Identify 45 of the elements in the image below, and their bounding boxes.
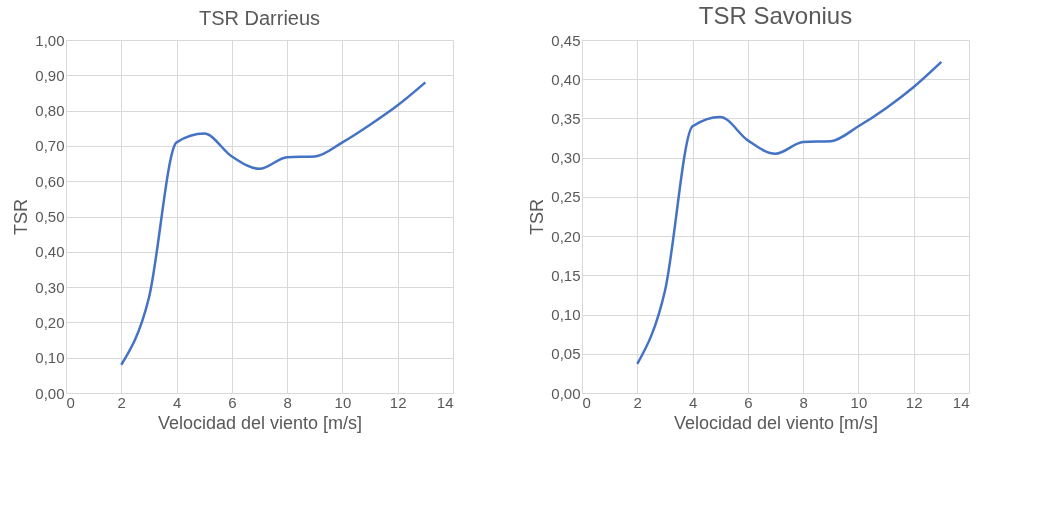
y-tick-label: 0,30 xyxy=(35,278,65,296)
x-tick-label: 2 xyxy=(117,393,126,411)
x-tick-label: 12 xyxy=(905,393,923,411)
x-tick-label: 6 xyxy=(744,393,753,411)
x-tick-label: 4 xyxy=(688,393,698,411)
x-tick-label: 12 xyxy=(389,393,407,411)
y-tick-label: 0,30 xyxy=(551,149,581,167)
x-tick-label: 0 xyxy=(66,393,75,411)
line-series xyxy=(120,81,427,367)
x-axis-title: Velocidad del viento [m/s] xyxy=(673,412,879,433)
y-tick-label: 0,05 xyxy=(551,345,581,363)
chart-title: TSR Savonius xyxy=(698,2,853,29)
y-tick-label: 0,40 xyxy=(35,243,65,261)
x-tick-label: 14 xyxy=(952,393,970,411)
x-tick-label: 14 xyxy=(436,393,454,411)
y-tick-label: 0,20 xyxy=(551,227,581,245)
y-tick-label: 0,60 xyxy=(35,172,65,190)
x-tick-label: 4 xyxy=(172,393,182,411)
y-tick-label: 0,35 xyxy=(551,109,581,127)
chart-title: TSR Darrieus xyxy=(198,7,321,29)
y-tick-label: 1,00 xyxy=(35,31,65,49)
y-axis-title: TSR xyxy=(11,199,32,235)
y-tick-label: 0,80 xyxy=(35,102,65,120)
x-axis-title: Velocidad del viento [m/s] xyxy=(157,412,363,433)
x-tick-label: 0 xyxy=(582,393,591,411)
x-tick-label: 6 xyxy=(228,393,237,411)
x-tick-label: 2 xyxy=(633,393,642,411)
x-tick-label: 10 xyxy=(334,393,352,411)
y-axis-title: TSR xyxy=(527,199,548,235)
x-tick-label: 8 xyxy=(283,393,292,411)
y-tick-label: 0,15 xyxy=(551,266,581,284)
y-tick-label: 0,90 xyxy=(35,66,65,84)
y-tick-label: 0,45 xyxy=(551,31,581,49)
y-tick-label: 0,10 xyxy=(551,306,581,324)
x-tick-label: 10 xyxy=(850,393,868,411)
y-tick-label: 0,00 xyxy=(35,384,65,402)
y-tick-label: 0,10 xyxy=(35,349,65,367)
line-series xyxy=(636,60,943,366)
y-tick-label: 0,70 xyxy=(35,137,65,155)
x-tick-label: 8 xyxy=(799,393,808,411)
y-tick-label: 0,20 xyxy=(35,313,65,331)
y-tick-label: 0,00 xyxy=(551,384,581,402)
y-tick-label: 0,40 xyxy=(551,70,581,88)
y-tick-label: 0,50 xyxy=(35,208,65,225)
y-tick-label: 0,25 xyxy=(551,188,581,206)
